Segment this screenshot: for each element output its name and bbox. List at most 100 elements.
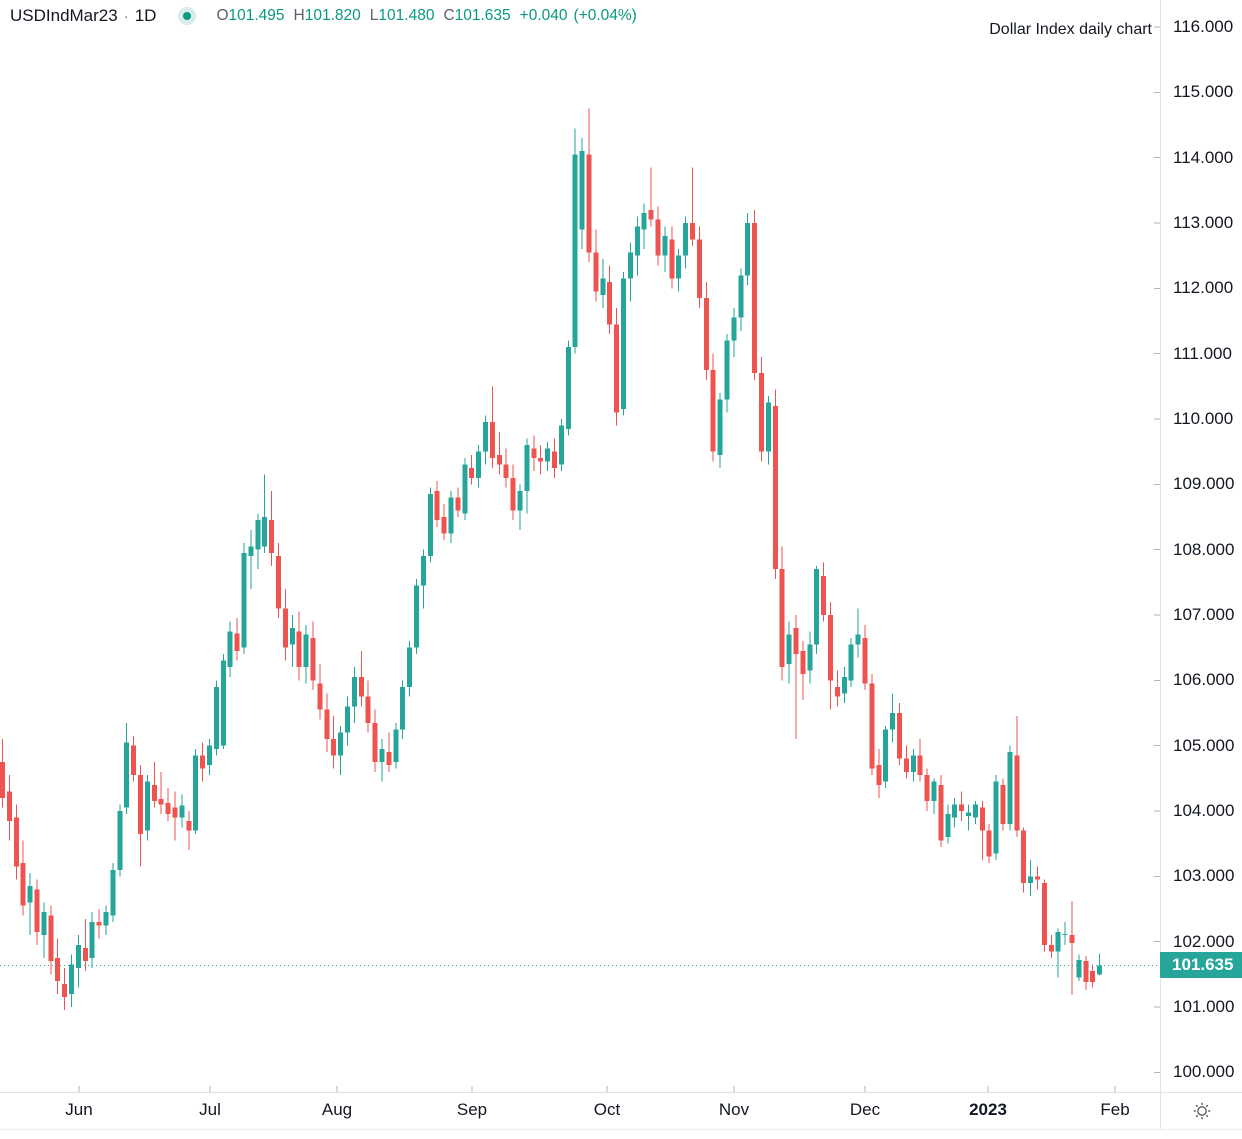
candle [365,680,371,733]
price-axis-label: 101.000 [1173,996,1235,1016]
candle [731,307,737,357]
candle [48,905,54,975]
candle [883,726,889,789]
candle [945,804,951,844]
time-axis-label: Nov [718,1100,750,1119]
open-value: O101.495 [216,7,285,24]
price-axis-label: 105.000 [1173,735,1235,755]
time-axis-label: Sep [456,1100,488,1119]
candle [476,445,482,488]
price-axis[interactable]: 116.000 115.000 114.000 113.000 112.000 111.0… [1161,0,1242,1092]
candle [1041,879,1047,952]
chart-pane[interactable] [0,0,1160,1092]
candle [41,902,47,958]
candle [255,513,261,570]
candle [469,454,475,485]
candle [869,673,875,776]
candle [669,226,675,289]
candle [144,775,150,841]
symbol-legend: USDIndMar23 · 1D O101.495 H101.820 L101.… [10,5,643,27]
price-axis-label: 114.000 [1173,147,1234,167]
axis-settings-button[interactable] [1161,1093,1242,1129]
candle [890,693,896,743]
candle [117,804,123,877]
candle [96,908,102,939]
time-axis-border [0,1092,1242,1093]
time-axis-bottom-border [0,1129,1242,1130]
ohlc-values: O101.495 H101.820 L101.480 C101.635 +0.0… [216,7,642,25]
candle [586,108,592,263]
time-axis[interactable]: Jun Jul Aug Sep Oct Nov Dec 2023 Feb [0,1093,1160,1129]
candle [296,611,302,681]
time-axis-label: Aug [321,1100,353,1119]
candle [372,709,378,772]
candle [345,696,350,746]
candle [538,445,544,475]
candle [917,739,923,782]
candle [1021,827,1027,893]
candle [1000,778,1006,831]
candle [1083,955,1089,990]
candle [648,167,654,227]
price-axis-label: 108.000 [1173,539,1235,559]
candle [1062,922,1068,945]
candle [717,392,723,468]
candle [213,680,219,756]
candle [841,667,847,704]
candle [324,693,330,753]
candle [828,601,833,710]
market-status-dot-icon [183,12,192,20]
candle [420,549,426,609]
chart-title: Dollar Index daily chart [989,21,1152,38]
candle [800,641,806,700]
candlestick-chart[interactable] [0,0,1160,1092]
candle [959,791,965,821]
candle [572,128,578,354]
candle [641,203,647,250]
candle [207,739,212,776]
candle [75,935,81,988]
candle [579,138,585,250]
gear-icon [1193,1102,1210,1120]
candle [317,663,323,720]
candle [158,771,164,815]
price-axis-border [1160,0,1161,1129]
candle [310,621,316,691]
candle [683,216,689,269]
candle [172,791,178,841]
candle [696,226,702,308]
candle [531,435,537,472]
candle [517,484,523,531]
candle [834,670,840,707]
symbol-name[interactable]: USDIndMar23 [10,6,118,25]
candle [724,334,730,413]
candle [552,438,557,478]
candle [331,716,337,769]
candle [614,307,620,426]
candle [1048,935,1054,958]
candle [600,258,606,308]
candle [20,840,26,916]
candle [193,748,199,834]
candle [703,281,709,380]
candle [607,265,613,335]
legend-separator: · [123,7,129,25]
candle [6,775,12,841]
candle [462,458,468,521]
candle [903,745,909,779]
candle [972,801,978,825]
candle [662,226,668,272]
candle [455,487,461,517]
candle [524,438,530,514]
candle [924,768,930,811]
candle [186,810,192,851]
candle [282,588,288,661]
candle [876,748,882,798]
candle [952,797,958,828]
candle [821,562,827,622]
timeframe-label[interactable]: 1D [134,6,157,25]
candle [351,667,357,723]
candle [269,490,275,566]
candle [131,735,137,782]
